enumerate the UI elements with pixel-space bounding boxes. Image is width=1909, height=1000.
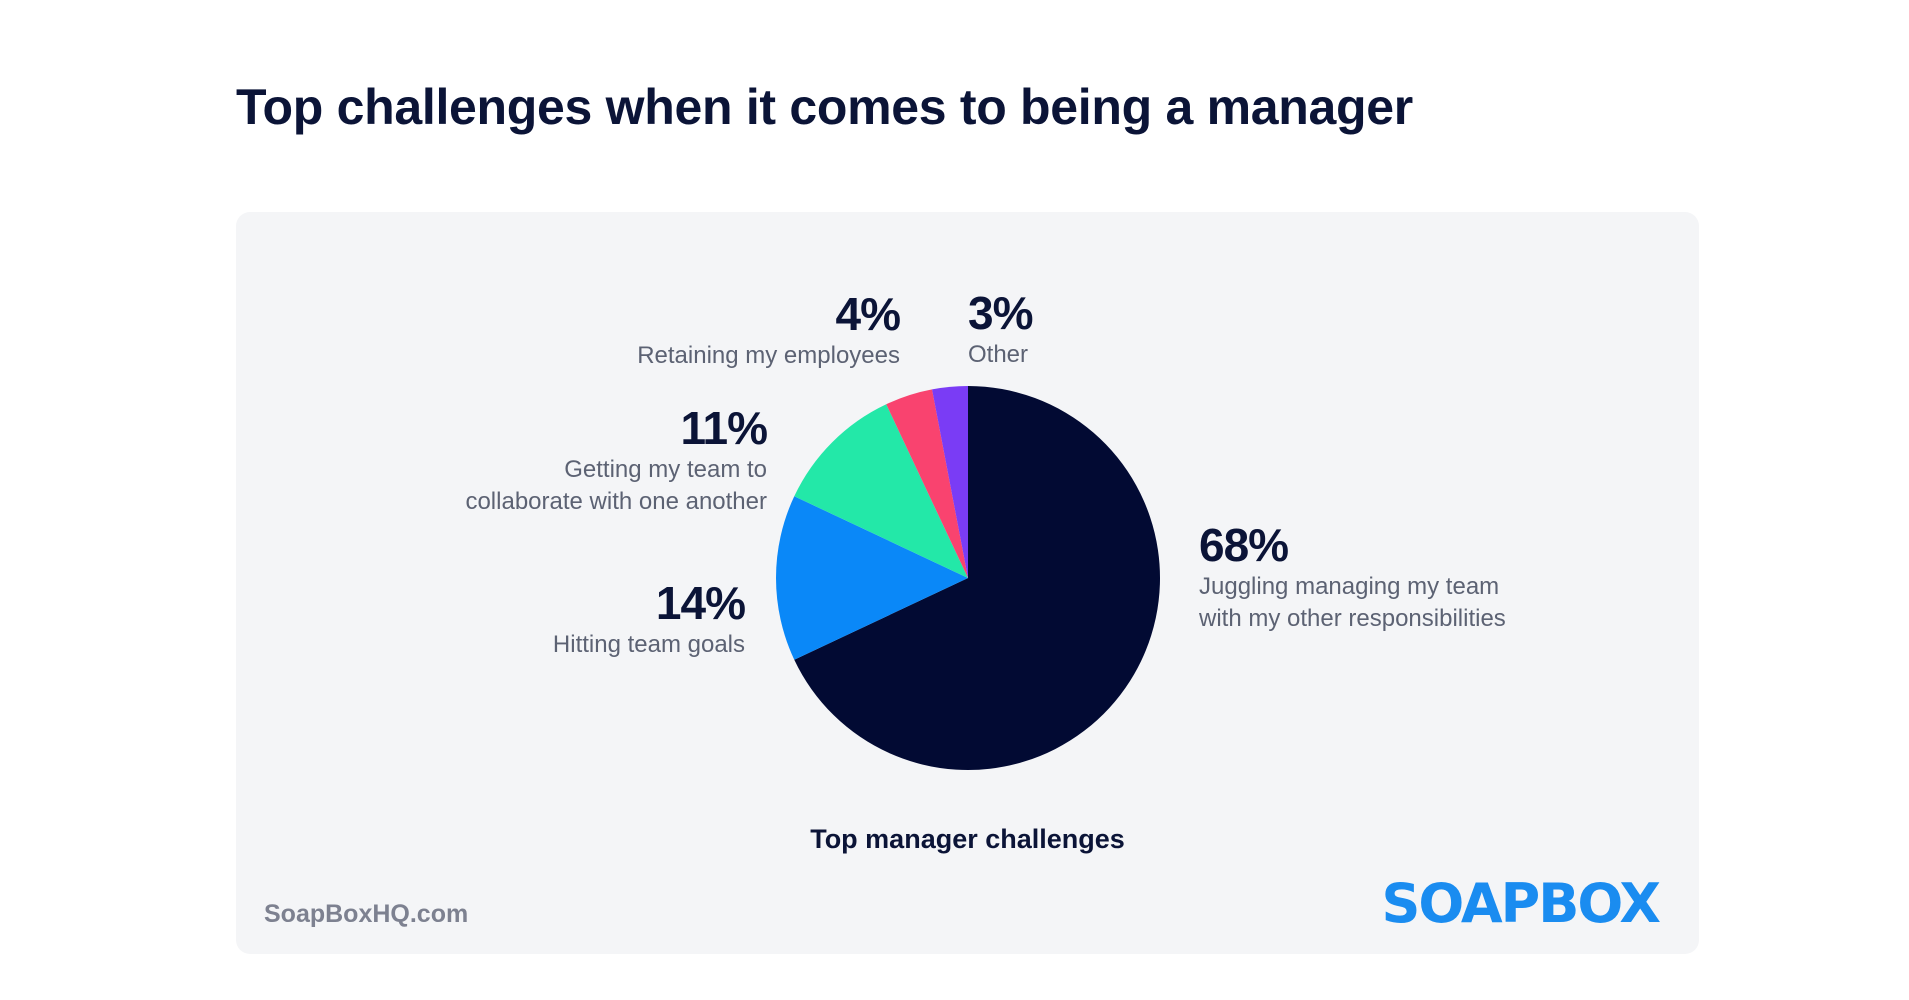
- logo: SOAPBOX: [1381, 872, 1661, 935]
- category-label: Hitting team goals: [552, 631, 745, 658]
- pie-slice: [886, 389, 968, 578]
- value-label: 14%: [655, 577, 746, 629]
- chart-panel: 68% Juggling managing my team with my ot…: [236, 212, 1699, 954]
- slice-label: 3% Other: [968, 287, 1033, 371]
- slice-label: 68% Juggling managing my team with my ot…: [1199, 519, 1506, 635]
- slice-label: 11% Getting my team to collaborate with …: [465, 402, 768, 518]
- slice-label: 14% Hitting team goals: [552, 577, 746, 661]
- pie-slice: [776, 496, 968, 660]
- category-label: Juggling managing my team with my other …: [1199, 573, 1506, 632]
- slice-label: 4% Retaining my employees: [637, 288, 901, 372]
- pie-slice: [794, 386, 1160, 771]
- site-name: SoapBoxHQ.com: [264, 900, 469, 928]
- value-label: 3%: [968, 287, 1033, 339]
- category-label: Other: [968, 341, 1029, 368]
- pie-chart: [776, 386, 1160, 771]
- category-label: Retaining my employees: [637, 342, 900, 369]
- chart-subtitle: Top manager challenges: [810, 824, 1125, 854]
- chart-title: Top challenges when it comes to being a …: [236, 79, 1413, 135]
- value-label: 11%: [680, 402, 768, 454]
- pie-slice: [794, 404, 968, 578]
- category-label: Getting my team to collaborate with one …: [465, 456, 767, 515]
- pie-slice: [932, 386, 968, 578]
- value-label: 68%: [1199, 519, 1289, 571]
- value-label: 4%: [835, 288, 901, 340]
